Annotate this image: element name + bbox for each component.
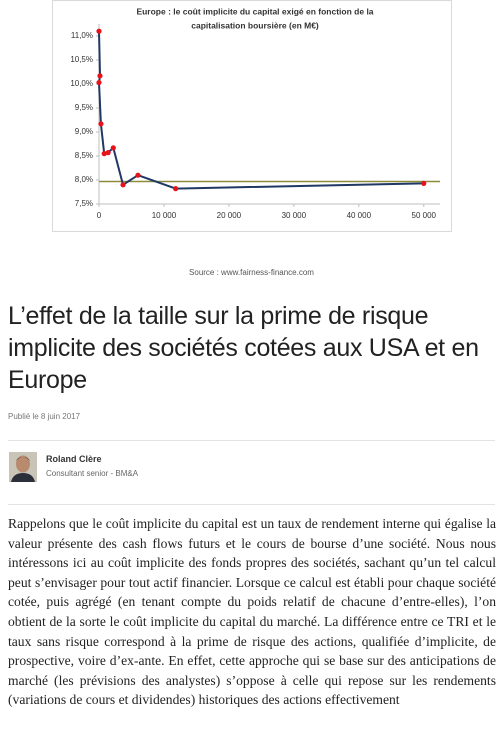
data-point bbox=[173, 186, 179, 192]
separator bbox=[8, 440, 495, 441]
separator bbox=[8, 504, 495, 505]
article-body: Rappelons que le coût implicite du capit… bbox=[8, 516, 496, 708]
author-role: Consultant senior - BM&A bbox=[46, 469, 139, 478]
x-tick-label: 50 000 bbox=[412, 211, 437, 220]
data-point bbox=[105, 150, 111, 156]
data-point bbox=[97, 73, 103, 79]
y-tick-label: 8,5% bbox=[75, 151, 93, 160]
x-tick-label: 10 000 bbox=[152, 211, 177, 220]
x-tick-label: 0 bbox=[97, 211, 102, 220]
y-tick-label: 11,0% bbox=[71, 31, 93, 40]
data-point bbox=[98, 121, 104, 127]
chart: Europe : le coût implicite du capital ex… bbox=[52, 0, 452, 232]
chart-title: capitalisation boursière (en M€) bbox=[191, 20, 319, 30]
x-tick-label: 20 000 bbox=[217, 211, 242, 220]
author-name: Roland Clère bbox=[46, 454, 102, 464]
x-tick-label: 40 000 bbox=[347, 211, 372, 220]
article-title: L’effet de la taille sur la prime de ris… bbox=[8, 302, 479, 394]
source: Source : www.fairness-finance.com bbox=[189, 268, 314, 277]
data-point bbox=[120, 182, 126, 188]
x-tick-label: 30 000 bbox=[282, 211, 307, 220]
y-tick-label: 10,5% bbox=[70, 55, 93, 64]
data-point bbox=[110, 145, 116, 151]
published-date: Publié le 8 juin 2017 bbox=[8, 412, 81, 421]
y-tick-label: 9,5% bbox=[75, 103, 93, 112]
y-tick-label: 7,5% bbox=[75, 199, 93, 208]
author-avatar bbox=[9, 452, 37, 482]
data-point bbox=[421, 180, 427, 186]
chart-frame bbox=[52, 0, 452, 232]
chart-title: Europe : le coût implicite du capital ex… bbox=[136, 6, 373, 16]
y-tick-label: 10,0% bbox=[70, 79, 93, 88]
data-point bbox=[135, 172, 141, 178]
y-tick-label: 8,0% bbox=[75, 175, 93, 184]
data-point bbox=[101, 151, 107, 157]
data-point bbox=[96, 28, 102, 34]
data-point bbox=[96, 79, 102, 86]
y-tick-label: 9,0% bbox=[75, 127, 93, 136]
